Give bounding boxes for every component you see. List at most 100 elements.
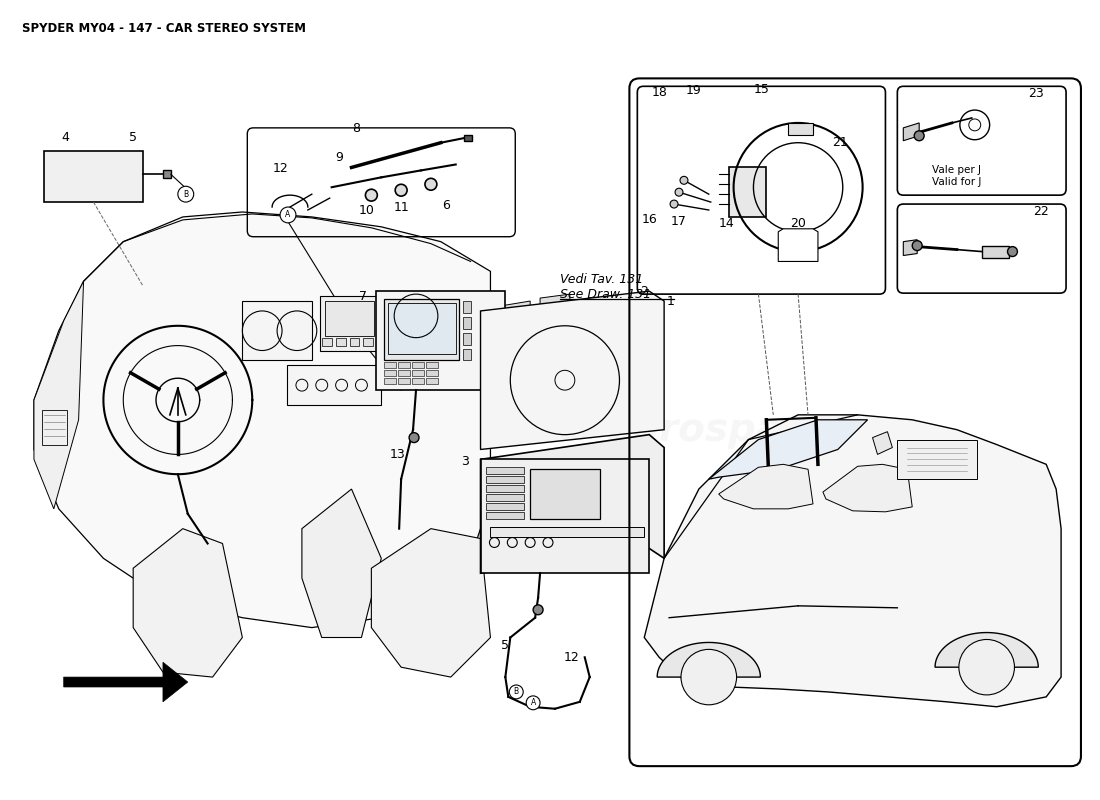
Text: 5: 5	[502, 639, 509, 652]
Text: 13: 13	[389, 448, 405, 461]
Circle shape	[670, 200, 678, 208]
Circle shape	[409, 433, 419, 442]
Text: B: B	[184, 190, 188, 198]
Circle shape	[526, 696, 540, 710]
Bar	[398, 362, 410, 368]
Text: A: A	[530, 698, 536, 707]
Polygon shape	[823, 464, 912, 512]
Bar	[463, 317, 471, 329]
Polygon shape	[903, 240, 917, 255]
Circle shape	[365, 190, 377, 201]
Bar	[412, 378, 424, 384]
Polygon shape	[779, 229, 818, 262]
Bar	[486, 494, 525, 501]
Bar	[336, 338, 345, 346]
Polygon shape	[372, 529, 491, 677]
Polygon shape	[789, 123, 813, 134]
Bar	[324, 301, 374, 336]
Text: 7: 7	[360, 290, 367, 302]
Bar	[426, 378, 438, 384]
Bar	[530, 470, 600, 518]
Bar	[321, 338, 332, 346]
Circle shape	[680, 176, 688, 184]
Text: 11: 11	[394, 201, 409, 214]
Bar	[898, 439, 977, 479]
Text: 6: 6	[442, 198, 450, 211]
Text: 12: 12	[564, 650, 580, 664]
Text: 3: 3	[461, 455, 469, 468]
Bar	[426, 362, 438, 368]
Text: A: A	[285, 210, 290, 219]
Bar	[481, 459, 649, 573]
Text: 22: 22	[1033, 206, 1049, 218]
Text: eurospares: eurospares	[606, 410, 851, 449]
Text: B: B	[514, 687, 519, 697]
Bar	[463, 301, 471, 313]
Text: 9: 9	[336, 151, 343, 164]
Polygon shape	[500, 301, 530, 321]
Text: 21: 21	[832, 136, 848, 150]
Text: 8: 8	[352, 122, 361, 135]
Text: 2: 2	[640, 285, 648, 298]
Text: 23: 23	[1028, 86, 1044, 100]
Bar	[388, 303, 455, 354]
Polygon shape	[718, 464, 813, 509]
Polygon shape	[481, 291, 664, 450]
Circle shape	[280, 207, 296, 223]
Bar	[426, 370, 438, 376]
Bar	[44, 150, 143, 202]
Text: SPYDER MY04 - 147 - CAR STEREO SYSTEM: SPYDER MY04 - 147 - CAR STEREO SYSTEM	[22, 22, 306, 35]
Bar	[320, 296, 404, 350]
Text: 18: 18	[651, 86, 667, 98]
Circle shape	[912, 241, 922, 250]
Bar	[486, 476, 525, 483]
Bar	[486, 512, 525, 518]
Text: 1: 1	[667, 294, 675, 307]
Bar	[981, 246, 1010, 258]
Circle shape	[959, 639, 1014, 695]
Bar	[384, 299, 459, 361]
Bar	[398, 378, 410, 384]
Text: 5: 5	[129, 131, 138, 144]
Bar	[491, 526, 645, 537]
Bar	[486, 467, 525, 474]
Text: Vedi Tav. 131: Vedi Tav. 131	[560, 273, 643, 286]
Text: Vale per J: Vale per J	[933, 166, 981, 175]
Bar	[363, 338, 373, 346]
Polygon shape	[34, 212, 491, 628]
Bar	[242, 301, 311, 361]
Bar	[350, 338, 360, 346]
Text: 15: 15	[754, 82, 769, 96]
Bar	[412, 370, 424, 376]
Bar	[384, 378, 396, 384]
Bar	[412, 362, 424, 368]
Text: eurospares: eurospares	[120, 410, 365, 449]
Text: 19: 19	[686, 84, 702, 97]
Bar	[384, 370, 396, 376]
Polygon shape	[903, 123, 920, 141]
Polygon shape	[133, 529, 242, 677]
Circle shape	[509, 685, 524, 699]
Bar	[42, 410, 67, 445]
Polygon shape	[301, 489, 382, 638]
Circle shape	[425, 178, 437, 190]
Polygon shape	[708, 420, 868, 479]
Text: 14: 14	[718, 218, 735, 230]
Text: 12: 12	[272, 162, 288, 175]
Circle shape	[675, 188, 683, 196]
Bar	[163, 170, 170, 178]
Bar	[463, 333, 471, 345]
Bar	[486, 503, 525, 510]
Polygon shape	[481, 434, 664, 573]
Circle shape	[914, 131, 924, 141]
Polygon shape	[935, 633, 1038, 667]
Text: Valid for J: Valid for J	[932, 178, 981, 187]
Polygon shape	[657, 642, 760, 677]
Circle shape	[1008, 246, 1018, 257]
Bar	[287, 366, 382, 405]
Circle shape	[534, 605, 543, 614]
Text: 16: 16	[641, 214, 657, 226]
Text: See Draw. 131: See Draw. 131	[560, 288, 651, 301]
Circle shape	[178, 186, 194, 202]
Text: 20: 20	[790, 218, 806, 230]
